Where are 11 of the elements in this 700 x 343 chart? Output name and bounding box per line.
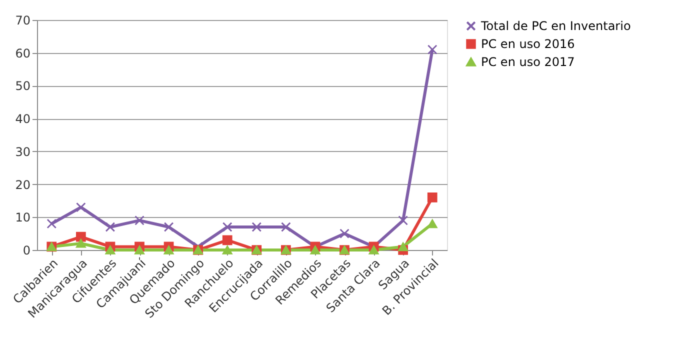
legend-label: Total de PC en Inventario	[480, 19, 631, 33]
y-tick-label: 70	[15, 14, 30, 28]
legend-label: PC en uso 2017	[481, 55, 575, 69]
y-tick-label: 50	[15, 79, 30, 94]
y-tick-label: 10	[15, 210, 30, 225]
legend-label: PC en uso 2016	[481, 37, 575, 51]
y-tick-label: 60	[15, 46, 30, 60]
y-tick-label: 30	[15, 144, 30, 159]
y-tick-label: 40	[15, 112, 30, 126]
y-tick-label: 20	[15, 178, 30, 192]
y-tick-label: 0	[22, 244, 30, 258]
